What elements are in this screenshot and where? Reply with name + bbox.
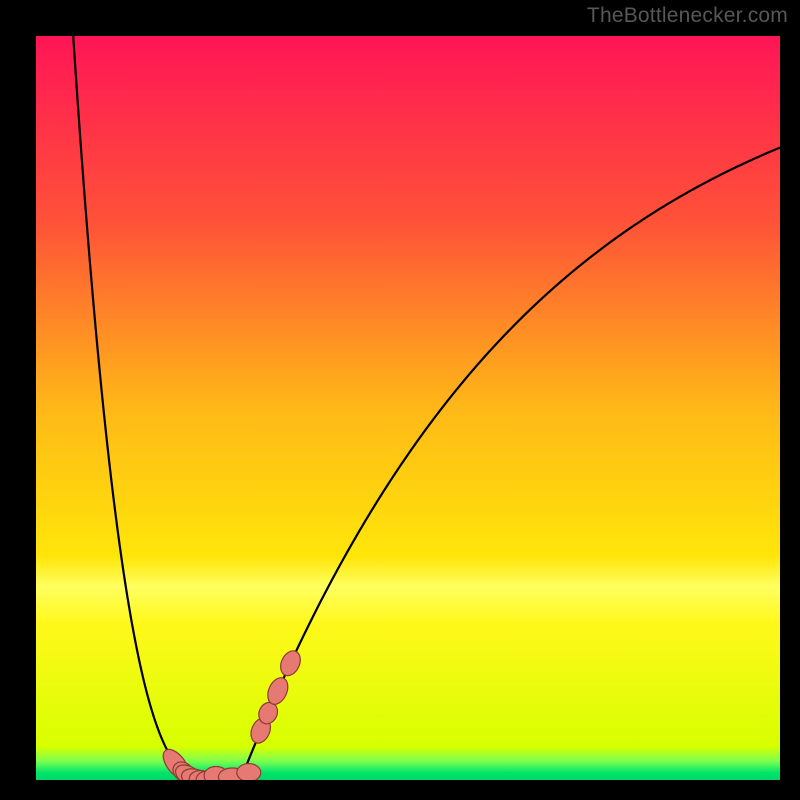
bottleneck-curve-chart: [0, 0, 800, 800]
chart-canvas: TheBottlenecker.com: [0, 0, 800, 800]
data-marker: [237, 764, 261, 782]
plot-background-gradient: [36, 36, 780, 780]
